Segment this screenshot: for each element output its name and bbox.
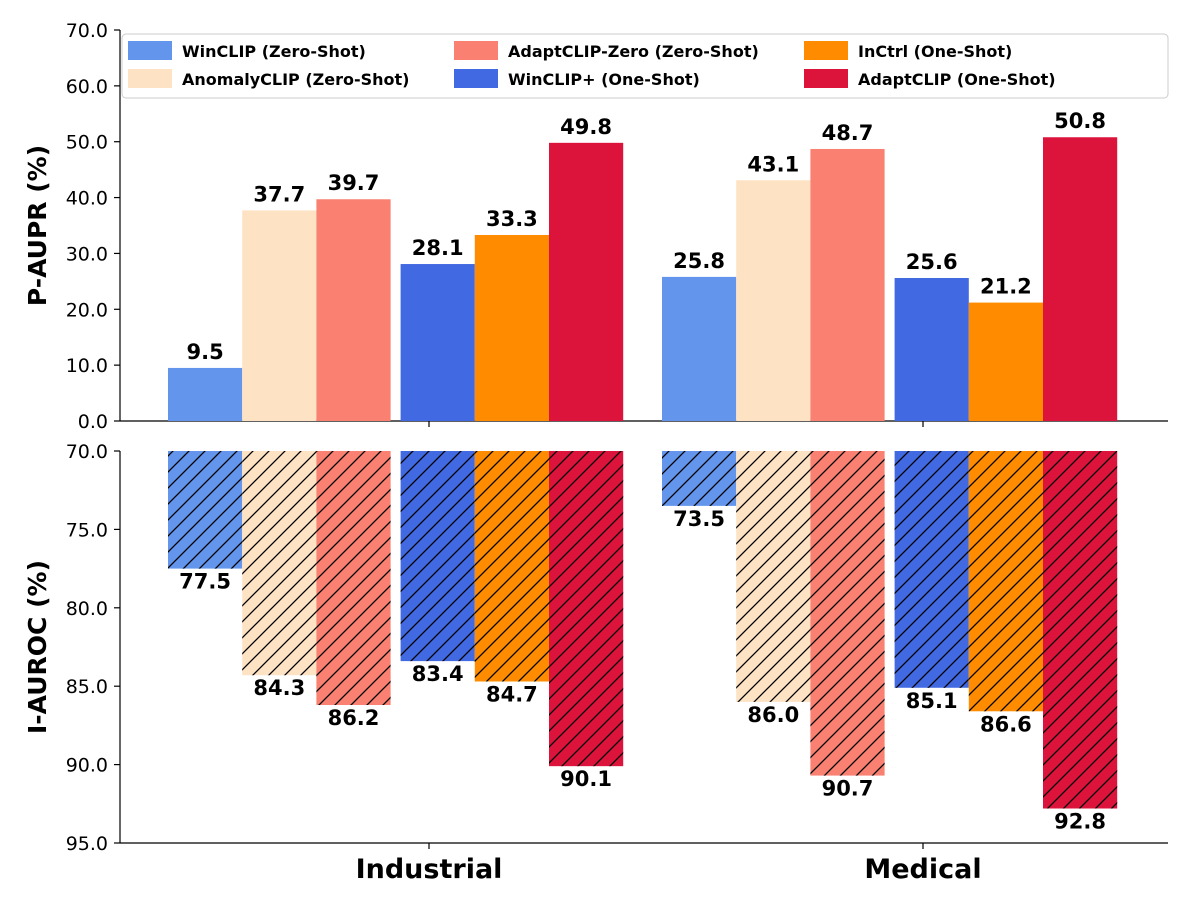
top-bar-value-label: 9.5: [186, 340, 223, 364]
bottom-bar-label-bg: [816, 776, 879, 803]
bottom-bar-hatch: [736, 451, 811, 702]
top-y-tick-label: 40.0: [66, 188, 108, 210]
bottom-bar-value-label: 73.5: [673, 507, 725, 531]
top-bar-value-label: 33.3: [486, 207, 538, 231]
legend: WinCLIP (Zero-Shot) AnomalyCLIP (Zero-Sho…: [121, 33, 1169, 99]
top-bar: [894, 278, 969, 421]
bottom-bar-label-bg: [668, 506, 731, 533]
bottom-bar-hatch: [968, 451, 1043, 712]
x-axis-labels: Industrial Medical: [356, 854, 982, 885]
bottom-bar-hatch: [662, 451, 737, 506]
top-bar: [736, 180, 811, 421]
bottom-bar-label-bg: [406, 662, 469, 689]
top-bar-value-label: 48.7: [822, 121, 874, 145]
bottom-y-tick-label: 90.0: [66, 755, 108, 777]
bottom-bar-value-label: 77.5: [179, 570, 231, 594]
legend-label: WinCLIP+ (One-Shot): [508, 70, 700, 89]
bottom-bar-value-label: 90.7: [822, 777, 874, 801]
top-bar: [968, 302, 1043, 421]
bottom-bar-label-bg: [1049, 809, 1112, 836]
legend-box: [121, 33, 1169, 99]
bottom-bar-hatch: [474, 451, 549, 682]
top-bar-value-label: 28.1: [412, 236, 464, 260]
bottom-bar-hatch: [894, 451, 969, 688]
legend-label: InCtrl (One-Shot): [858, 42, 1012, 61]
top-bar-value-label: 25.6: [906, 250, 958, 274]
top-y-tick-label: 50.0: [66, 132, 108, 154]
top-bar: [662, 276, 737, 421]
bottom-bar-label-bg: [900, 688, 963, 715]
top-y-tick-label: 60.0: [66, 76, 108, 98]
legend-swatch: [804, 69, 848, 88]
legend-swatch: [128, 41, 172, 60]
bottom-bar-label-bg: [248, 676, 311, 703]
bottom-bar-hatch: [242, 451, 317, 676]
x-group-label: Medical: [864, 854, 981, 885]
top-bar: [549, 142, 624, 421]
bottom-bar-value-label: 84.7: [486, 682, 538, 706]
bottom-panel: 70.0 75.0 80.0 85.0 90.0 95.0 I-AUROC (%) 77.5 7…: [23, 441, 1168, 855]
top-panel: 0.0 10.0 20.0 30.0 40.0 50.0 60.0 70.0 P-AUPR (%…: [23, 20, 1168, 433]
bottom-bar-hatch: [810, 451, 885, 776]
bottom-bar-value-label: 85.1: [906, 689, 958, 713]
bottom-bar-label-bg: [322, 706, 385, 733]
top-bar: [316, 199, 391, 421]
top-y-tick-label: 70.0: [66, 20, 108, 42]
top-bar: [810, 148, 885, 421]
bottom-bar-label-bg: [174, 569, 237, 596]
bottom-bar-value-label: 90.1: [560, 767, 612, 791]
bottom-bar-label-bg: [974, 712, 1037, 739]
bottom-bar-value-label: 86.0: [747, 703, 799, 727]
legend-swatch: [454, 69, 498, 88]
legend-swatch: [128, 69, 172, 88]
bottom-y-tick-label: 85.0: [66, 676, 108, 698]
top-y-tick-label: 30.0: [66, 243, 108, 265]
bottom-y-axis-title: I-AUROC (%): [23, 560, 52, 734]
bottom-bar-value-label: 86.6: [980, 712, 1032, 736]
top-y-axis-title: P-AUPR (%): [23, 145, 52, 306]
legend-label: WinCLIP (Zero-Shot): [182, 42, 366, 61]
legend-swatch: [804, 41, 848, 60]
top-y-tick-label: 0.0: [78, 411, 108, 433]
bottom-bar-label-bg: [555, 767, 618, 794]
top-bar: [242, 210, 317, 421]
bottom-bar-hatch: [168, 451, 243, 569]
bottom-bar-hatch: [549, 451, 624, 767]
bottom-bar-value-label: 92.8: [1054, 810, 1106, 834]
top-bar-value-label: 39.7: [328, 171, 380, 195]
top-bar-value-label: 37.7: [253, 182, 305, 206]
top-bar-value-label: 43.1: [747, 152, 799, 176]
top-y-tick-label: 10.0: [66, 355, 108, 377]
bottom-y-tick-label: 70.0: [66, 441, 108, 463]
bottom-y-tick-label: 80.0: [66, 598, 108, 620]
bottom-bar-hatch: [1043, 451, 1118, 809]
top-bar-value-label: 21.2: [980, 275, 1032, 299]
top-bar-value-label: 25.8: [673, 249, 725, 273]
legend-swatch: [454, 41, 498, 60]
bottom-bar-hatch: [400, 451, 475, 662]
top-y-tick-label: 20.0: [66, 299, 108, 321]
top-bar: [400, 264, 475, 421]
legend-label: AdaptCLIP (One-Shot): [858, 70, 1056, 89]
bottom-y-tick-label: 95.0: [66, 833, 108, 855]
bottom-bar-hatch: [316, 451, 391, 706]
bottom-bar-value-label: 83.4: [412, 662, 464, 686]
top-bar-value-label: 50.8: [1054, 109, 1106, 133]
x-group-label: Industrial: [356, 854, 503, 885]
top-bar: [1043, 137, 1118, 421]
bottom-bar-value-label: 84.3: [253, 676, 305, 700]
bottom-bar-value-label: 86.2: [328, 706, 380, 730]
bottom-bar-label-bg: [742, 702, 805, 729]
legend-label: AdaptCLIP-Zero (Zero-Shot): [508, 42, 759, 61]
top-bar-value-label: 49.8: [560, 115, 612, 139]
bottom-bar-label-bg: [480, 682, 543, 709]
bottom-y-tick-label: 75.0: [66, 519, 108, 541]
top-bar: [474, 234, 549, 421]
legend-label: AnomalyCLIP (Zero-Shot): [182, 70, 410, 89]
top-bar: [168, 367, 243, 421]
